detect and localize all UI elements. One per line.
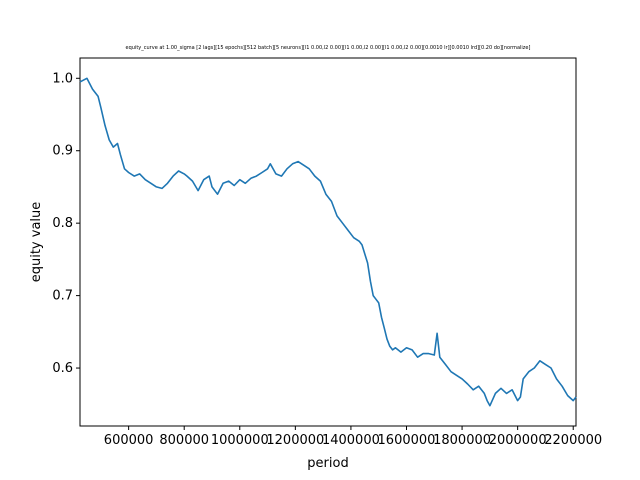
x-tick-label: 1400000 — [322, 433, 380, 448]
x-tick-label: 1600000 — [378, 433, 436, 448]
plot-area — [79, 57, 577, 427]
y-tick-label: 1.0 — [52, 71, 73, 86]
chart-title: equity_curve at 1.00_sigma [2 lags][15 e… — [126, 45, 531, 51]
x-tick-label: 2000000 — [489, 433, 547, 448]
plot-frame — [79, 57, 577, 427]
y-tick-label: 0.8 — [52, 216, 73, 231]
y-tick-label: 0.9 — [52, 144, 73, 159]
x-tick-label: 600000 — [104, 433, 154, 448]
x-tick-label: 1200000 — [266, 433, 324, 448]
x-tick-label: 1000000 — [211, 433, 269, 448]
x-tick-label: 1800000 — [433, 433, 491, 448]
y-axis: 0.6 0.7 0.8 0.9 1.0 — [52, 71, 80, 376]
x-tick-label: 2200000 — [544, 433, 602, 448]
x-axis: 600000 800000 1000000120000014000001600000… — [104, 426, 602, 448]
series-line — [79, 77, 577, 407]
y-axis-label: equity value — [29, 202, 44, 283]
x-axis-label: period — [307, 456, 348, 471]
y-tick-label: 0.7 — [52, 289, 73, 304]
x-tick-label: 800000 — [159, 433, 209, 448]
series-layer — [79, 77, 577, 407]
y-tick-label: 0.6 — [52, 361, 73, 376]
